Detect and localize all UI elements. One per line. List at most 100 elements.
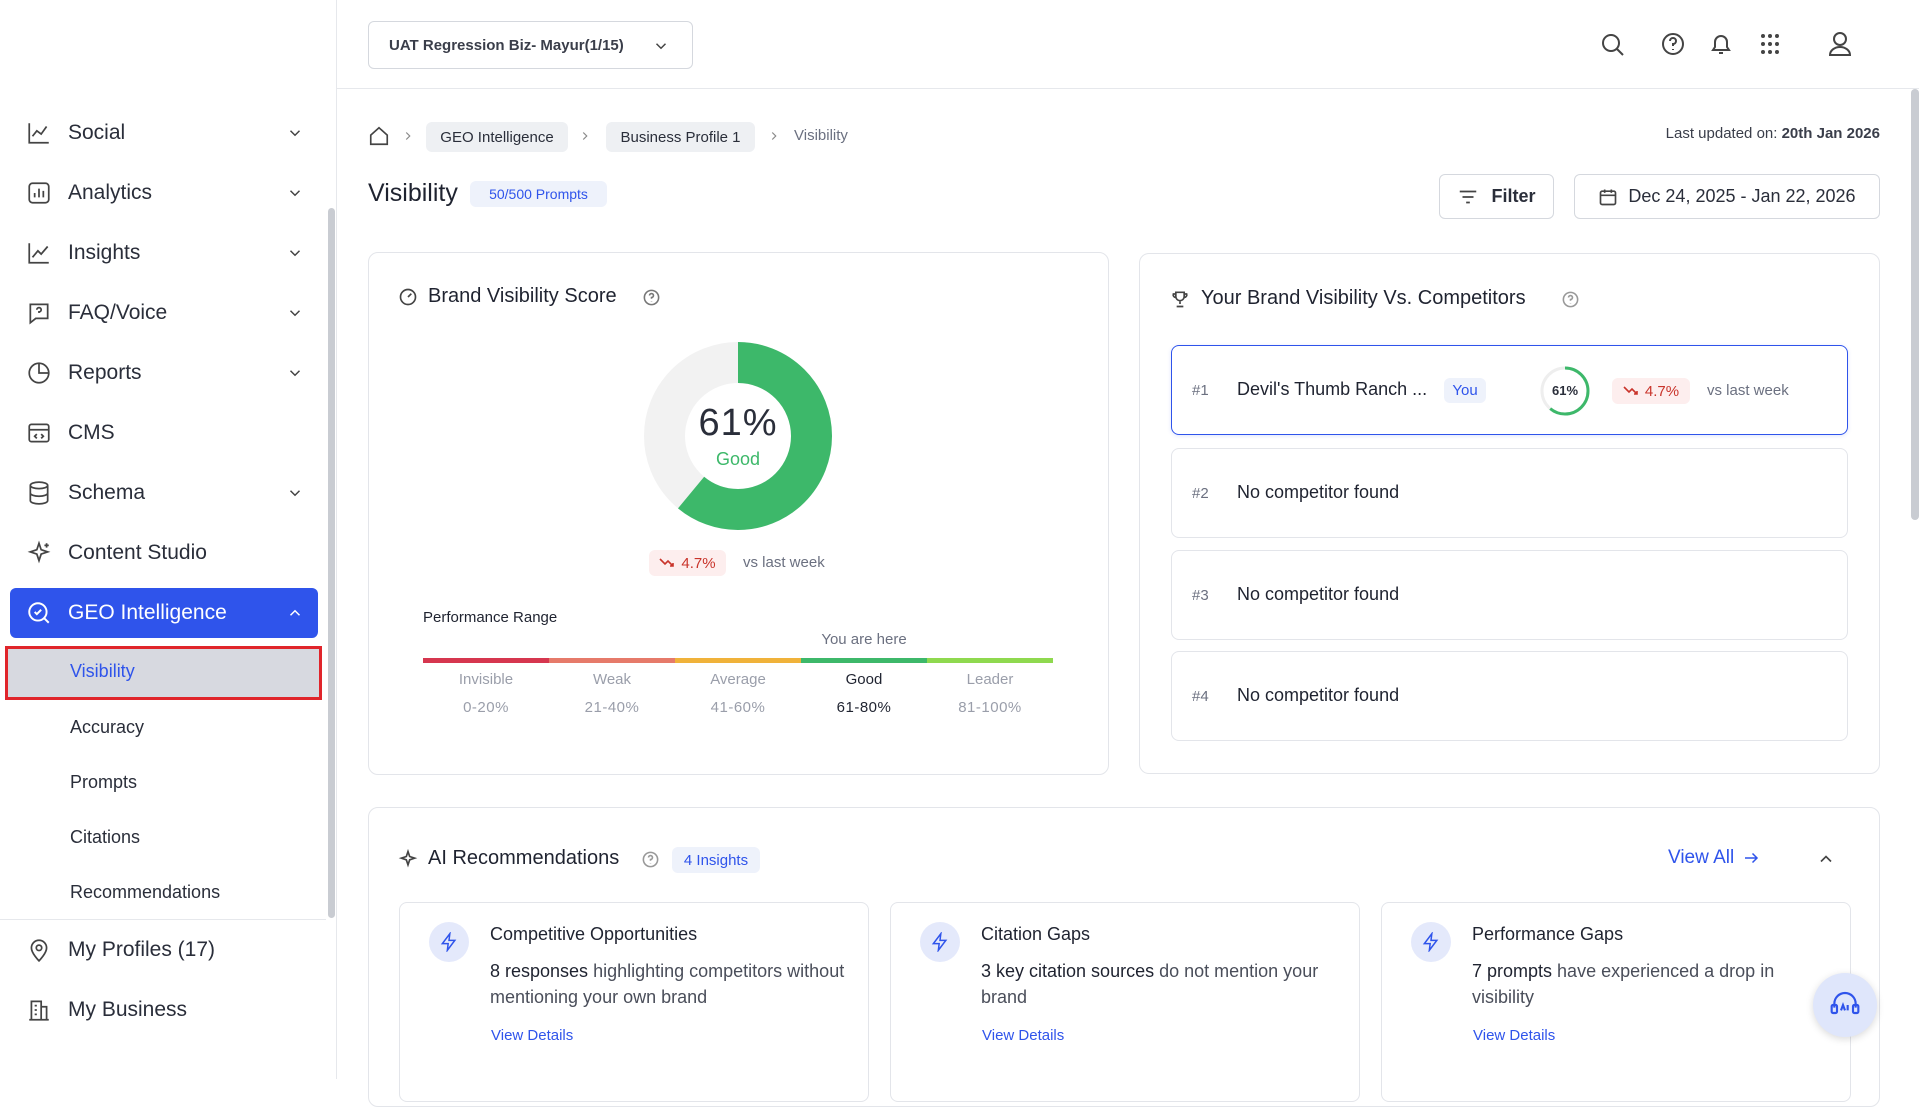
view-all[interactable]: View All xyxy=(1668,847,1760,869)
label: Last updated on: xyxy=(1665,125,1778,142)
range-name: Leader xyxy=(966,671,1014,688)
label: Reports xyxy=(68,361,142,384)
compare: vs last week xyxy=(1707,382,1789,399)
highlight: 7 prompts xyxy=(1472,961,1553,981)
workspace-label: UAT Regression Biz- Mayur(1/15) xyxy=(389,36,624,54)
rating: Good xyxy=(715,449,761,469)
card-title: Brand Visibility Score xyxy=(428,285,617,307)
menu-item[interactable]: Schema xyxy=(10,468,318,518)
bolt-icon xyxy=(920,922,960,962)
value: 4.7% xyxy=(1644,382,1680,400)
submenu-item[interactable]: Visibility xyxy=(70,661,135,681)
label: Analytics xyxy=(68,181,153,204)
label: Insights xyxy=(68,241,141,264)
highlight: 3 key citation sources xyxy=(981,961,1155,981)
range-name: Good xyxy=(845,671,883,688)
workspace-dropdown[interactable]: UAT Regression Biz- Mayur(1/15) xyxy=(368,21,693,69)
card-title: Competitive Opportunities xyxy=(490,924,698,944)
ai-assistant[interactable] xyxy=(1813,973,1877,1037)
sparkle-icon xyxy=(398,849,418,868)
compare: vs last week xyxy=(743,554,825,571)
range-span: 0-20% xyxy=(463,699,509,716)
competitor-row: #3 No competitor found xyxy=(1171,550,1848,640)
name: Devil's Thumb Ranch ... xyxy=(1237,379,1428,399)
competitors-card xyxy=(1139,253,1880,774)
breadcrumb-current: Visibility xyxy=(794,127,848,144)
menu-item[interactable]: FAQ/Voice xyxy=(10,288,318,338)
scrollbar xyxy=(328,208,335,918)
card-title: Performance Gaps xyxy=(1472,924,1624,944)
change-pill: 4.7% xyxy=(1612,378,1690,404)
label: Content Studio xyxy=(68,541,207,564)
menu-item[interactable]: Reports xyxy=(10,348,318,398)
range-name: Invisible xyxy=(458,671,514,688)
home-icon[interactable] xyxy=(368,125,390,147)
label: Schema xyxy=(68,481,146,504)
help-icon[interactable] xyxy=(1561,290,1580,309)
submenu-item[interactable]: Citations xyxy=(70,827,141,847)
range-span: 81-100% xyxy=(958,699,1022,716)
marker: You are here xyxy=(821,631,907,648)
donut-hole xyxy=(687,385,789,487)
label: FAQ/Voice xyxy=(68,301,168,324)
name: No competitor found xyxy=(1237,482,1400,502)
insights-badge: 4 Insights xyxy=(672,847,760,873)
menu-item[interactable]: Social xyxy=(10,108,318,158)
menu-item[interactable]: My Profiles (17) xyxy=(10,925,318,975)
submenu-item[interactable]: Accuracy xyxy=(70,717,145,737)
separator xyxy=(771,132,777,140)
range-segment xyxy=(423,658,549,663)
name: No competitor found xyxy=(1237,584,1400,604)
label: CMS xyxy=(68,421,115,444)
separator xyxy=(582,132,588,140)
label: GEO Intelligence xyxy=(68,601,227,624)
change-pill: 4.7% xyxy=(649,550,726,576)
menu-item[interactable]: CMS xyxy=(10,408,318,458)
description: 8 responses highlighting competitors wit… xyxy=(490,958,850,1010)
view-details[interactable]: View Details xyxy=(1473,1027,1556,1044)
last-updated: Last updated on: 20th Jan 2026 xyxy=(1666,125,1880,142)
help-icon[interactable] xyxy=(642,288,661,307)
range-span: 61-80% xyxy=(836,699,892,716)
filter-button[interactable]: Filter xyxy=(1439,174,1554,219)
range-title: Performance Range xyxy=(423,609,558,626)
value: 20th Jan 2026 xyxy=(1781,125,1880,142)
range-span: 21-40% xyxy=(584,699,640,716)
bolt-icon xyxy=(1411,922,1451,962)
description: 7 prompts have experienced a drop in vis… xyxy=(1472,958,1832,1010)
collapse[interactable] xyxy=(1816,849,1836,869)
submenu-item[interactable]: Recommendations xyxy=(70,882,221,902)
menu-item-active[interactable]: GEO Intelligence xyxy=(10,588,318,638)
menu-item[interactable]: My Business xyxy=(10,985,318,1035)
view-details[interactable]: View Details xyxy=(491,1027,574,1044)
text: highlighting competitors without mention… xyxy=(490,961,845,1007)
competitor-row[interactable]: #1 Devil's Thumb Ranch ... You 61% 4.7% … xyxy=(1171,345,1848,435)
label: Filter xyxy=(1491,186,1536,206)
menu-item[interactable]: Content Studio xyxy=(10,528,318,578)
label: My Business xyxy=(68,998,188,1021)
help-icon[interactable] xyxy=(641,850,660,869)
sidebar: Social Analytics Insights FAQ/Voice Repo… xyxy=(0,0,337,1079)
card-title: Citation Gaps xyxy=(981,924,1091,944)
ring-arc xyxy=(1540,366,1590,416)
breadcrumb-item[interactable]: GEO Intelligence xyxy=(426,122,568,152)
you-tag: You xyxy=(1444,378,1486,403)
scrollbar xyxy=(1911,89,1919,520)
selected-item[interactable] xyxy=(5,646,322,700)
donut-arc xyxy=(644,342,832,530)
breadcrumb-item[interactable]: Business Profile 1 xyxy=(606,122,755,152)
date-picker[interactable]: Dec 24, 2025 - Jan 22, 2026 xyxy=(1574,174,1880,219)
view-details[interactable]: View Details xyxy=(982,1027,1065,1044)
submenu-item[interactable]: Prompts xyxy=(70,772,138,792)
rank: #1 xyxy=(1192,382,1209,399)
mini-ring xyxy=(1540,366,1590,416)
menu-item[interactable]: Insights xyxy=(10,228,318,278)
competitor-row: #4 No competitor found xyxy=(1171,651,1848,741)
top-icons[interactable] xyxy=(1590,28,1870,62)
range-segment xyxy=(801,658,927,663)
menu-item[interactable]: Analytics xyxy=(10,168,318,218)
donut xyxy=(644,342,832,530)
text: do not mention your brand xyxy=(981,961,1319,1007)
score: 61% xyxy=(1551,383,1579,398)
